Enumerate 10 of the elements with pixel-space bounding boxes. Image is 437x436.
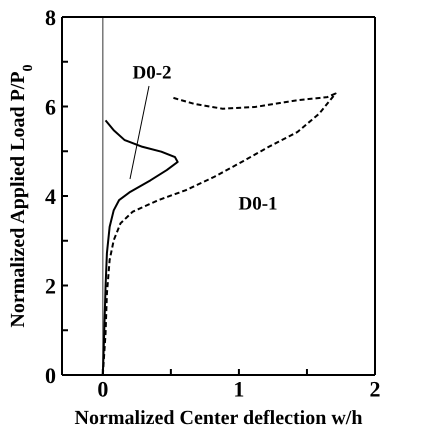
x-tick-label: 1 <box>233 376 244 402</box>
y-tick-label: 8 <box>45 4 56 30</box>
annotation: D0-2 <box>132 62 172 84</box>
y-tick-label: 6 <box>45 94 56 120</box>
x-tick-label: 2 <box>370 376 380 402</box>
x-axis-title: Normalized Center deflection w/h <box>74 407 362 429</box>
annotation: D0-1 <box>238 193 278 214</box>
y-tick-label: 2 <box>45 273 56 298</box>
x-tick-label: 0 <box>97 376 108 402</box>
y-tick-label: 4 <box>45 184 56 209</box>
